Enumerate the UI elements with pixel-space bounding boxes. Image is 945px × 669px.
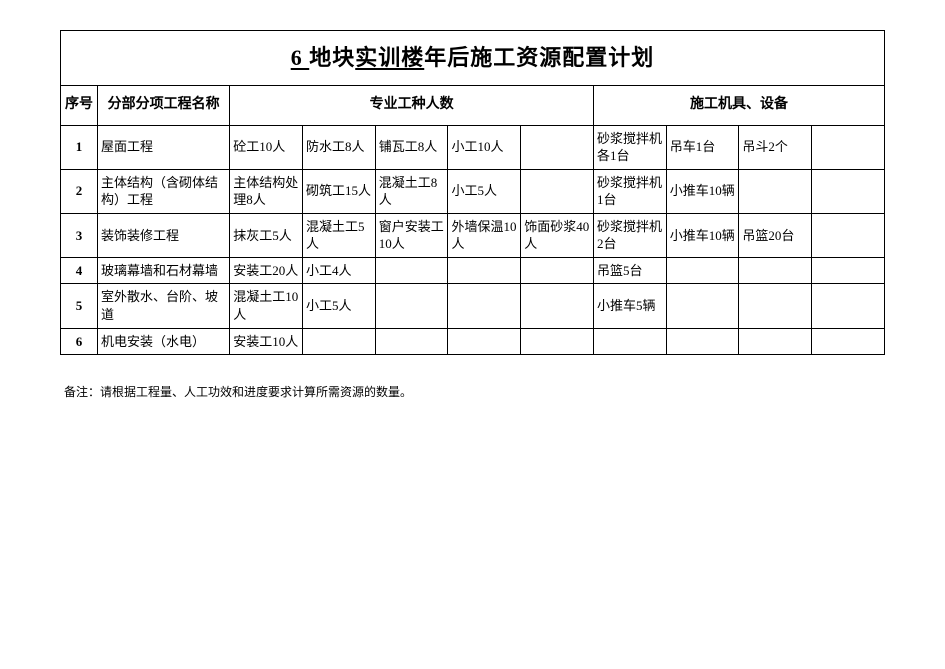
equipment-cell: 吊篮5台 — [593, 257, 666, 284]
row-seq: 1 — [61, 125, 98, 169]
document-container: 6 地块实训楼年后施工资源配置计划 序号 分部分项工程名称 专业工种人数 施工机… — [0, 0, 945, 420]
worker-cell: 铺瓦工8人 — [375, 125, 448, 169]
header-workers: 专业工种人数 — [230, 85, 594, 125]
header-row: 序号 分部分项工程名称 专业工种人数 施工机具、设备 — [61, 85, 885, 125]
equipment-cell — [812, 169, 885, 213]
equipment-cell — [812, 213, 885, 257]
title-text-1: 地块 — [309, 45, 355, 70]
row-project-name: 室外散水、台阶、坡道 — [98, 284, 230, 328]
title-underline-1: 6 — [291, 45, 310, 70]
worker-cell: 安装工20人 — [230, 257, 303, 284]
worker-cell: 主体结构处理8人 — [230, 169, 303, 213]
row-seq: 4 — [61, 257, 98, 284]
worker-cell: 小工4人 — [303, 257, 376, 284]
row-seq: 2 — [61, 169, 98, 213]
row-seq: 3 — [61, 213, 98, 257]
worker-cell: 小工5人 — [448, 169, 521, 213]
equipment-cell — [593, 328, 666, 355]
worker-cell: 砼工10人 — [230, 125, 303, 169]
worker-cell: 混凝土工10人 — [230, 284, 303, 328]
header-seq: 序号 — [61, 85, 98, 125]
row-project-name: 玻璃幕墙和石材幕墙 — [98, 257, 230, 284]
table-row: 5室外散水、台阶、坡道混凝土工10人小工5人 小推车5辆 — [61, 284, 885, 328]
worker-cell — [448, 257, 521, 284]
row-project-name: 主体结构（含砌体结构）工程 — [98, 169, 230, 213]
equipment-cell: 吊车1台 — [666, 125, 739, 169]
worker-cell: 外墙保温10人 — [448, 213, 521, 257]
worker-cell: 防水工8人 — [303, 125, 376, 169]
table-row: 6机电安装（水电）安装工10人 — [61, 328, 885, 355]
equipment-cell — [812, 125, 885, 169]
equipment-cell — [812, 284, 885, 328]
title-underline-2: 实训楼 — [355, 45, 424, 70]
worker-cell: 混凝土工8人 — [375, 169, 448, 213]
worker-cell — [521, 328, 594, 355]
equipment-cell: 砂浆搅拌机1台 — [593, 169, 666, 213]
worker-cell: 安装工10人 — [230, 328, 303, 355]
resource-plan-table: 6 地块实训楼年后施工资源配置计划 序号 分部分项工程名称 专业工种人数 施工机… — [60, 30, 885, 355]
worker-cell — [448, 328, 521, 355]
title-row: 6 地块实训楼年后施工资源配置计划 — [61, 31, 885, 86]
worker-cell: 窗户安装工10人 — [375, 213, 448, 257]
worker-cell — [448, 284, 521, 328]
equipment-cell: 小推车5辆 — [593, 284, 666, 328]
worker-cell — [303, 328, 376, 355]
worker-cell — [375, 284, 448, 328]
equipment-cell — [812, 257, 885, 284]
worker-cell — [521, 169, 594, 213]
equipment-cell: 砂浆搅拌机2台 — [593, 213, 666, 257]
table-row: 1屋面工程砼工10人防水工8人铺瓦工8人小工10人 砂浆搅拌机各1台吊车1台吊斗2… — [61, 125, 885, 169]
row-project-name: 机电安装（水电） — [98, 328, 230, 355]
equipment-cell: 小推车10辆 — [666, 213, 739, 257]
title-text-2: 年后施工资源配置计划 — [424, 45, 654, 70]
row-project-name: 屋面工程 — [98, 125, 230, 169]
row-seq: 5 — [61, 284, 98, 328]
worker-cell: 饰面砂浆40人 — [521, 213, 594, 257]
worker-cell: 小工5人 — [303, 284, 376, 328]
footnote: 备注：请根据工程量、人工功效和进度要求计算所需资源的数量。 — [60, 383, 885, 400]
equipment-cell — [666, 284, 739, 328]
worker-cell — [521, 284, 594, 328]
equipment-cell — [739, 257, 812, 284]
header-name: 分部分项工程名称 — [98, 85, 230, 125]
table-row: 3装饰装修工程抹灰工5人混凝土工5人窗户安装工10人外墙保温10人饰面砂浆40人… — [61, 213, 885, 257]
equipment-cell — [812, 328, 885, 355]
equipment-cell — [666, 328, 739, 355]
worker-cell — [521, 125, 594, 169]
equipment-cell — [739, 284, 812, 328]
worker-cell: 小工10人 — [448, 125, 521, 169]
equipment-cell: 吊篮20台 — [739, 213, 812, 257]
worker-cell: 砌筑工15人 — [303, 169, 376, 213]
worker-cell — [375, 257, 448, 284]
table-row: 2主体结构（含砌体结构）工程主体结构处理8人砌筑工15人混凝土工8人小工5人 砂浆… — [61, 169, 885, 213]
worker-cell — [375, 328, 448, 355]
equipment-cell — [666, 257, 739, 284]
header-equipment: 施工机具、设备 — [593, 85, 884, 125]
worker-cell: 混凝土工5人 — [303, 213, 376, 257]
row-seq: 6 — [61, 328, 98, 355]
worker-cell — [521, 257, 594, 284]
equipment-cell: 吊斗2个 — [739, 125, 812, 169]
equipment-cell — [739, 328, 812, 355]
equipment-cell: 小推车10辆 — [666, 169, 739, 213]
table-row: 4玻璃幕墙和石材幕墙安装工20人小工4人 吊篮5台 — [61, 257, 885, 284]
worker-cell: 抹灰工5人 — [230, 213, 303, 257]
row-project-name: 装饰装修工程 — [98, 213, 230, 257]
equipment-cell — [739, 169, 812, 213]
table-title: 6 地块实训楼年后施工资源配置计划 — [61, 31, 885, 86]
equipment-cell: 砂浆搅拌机各1台 — [593, 125, 666, 169]
